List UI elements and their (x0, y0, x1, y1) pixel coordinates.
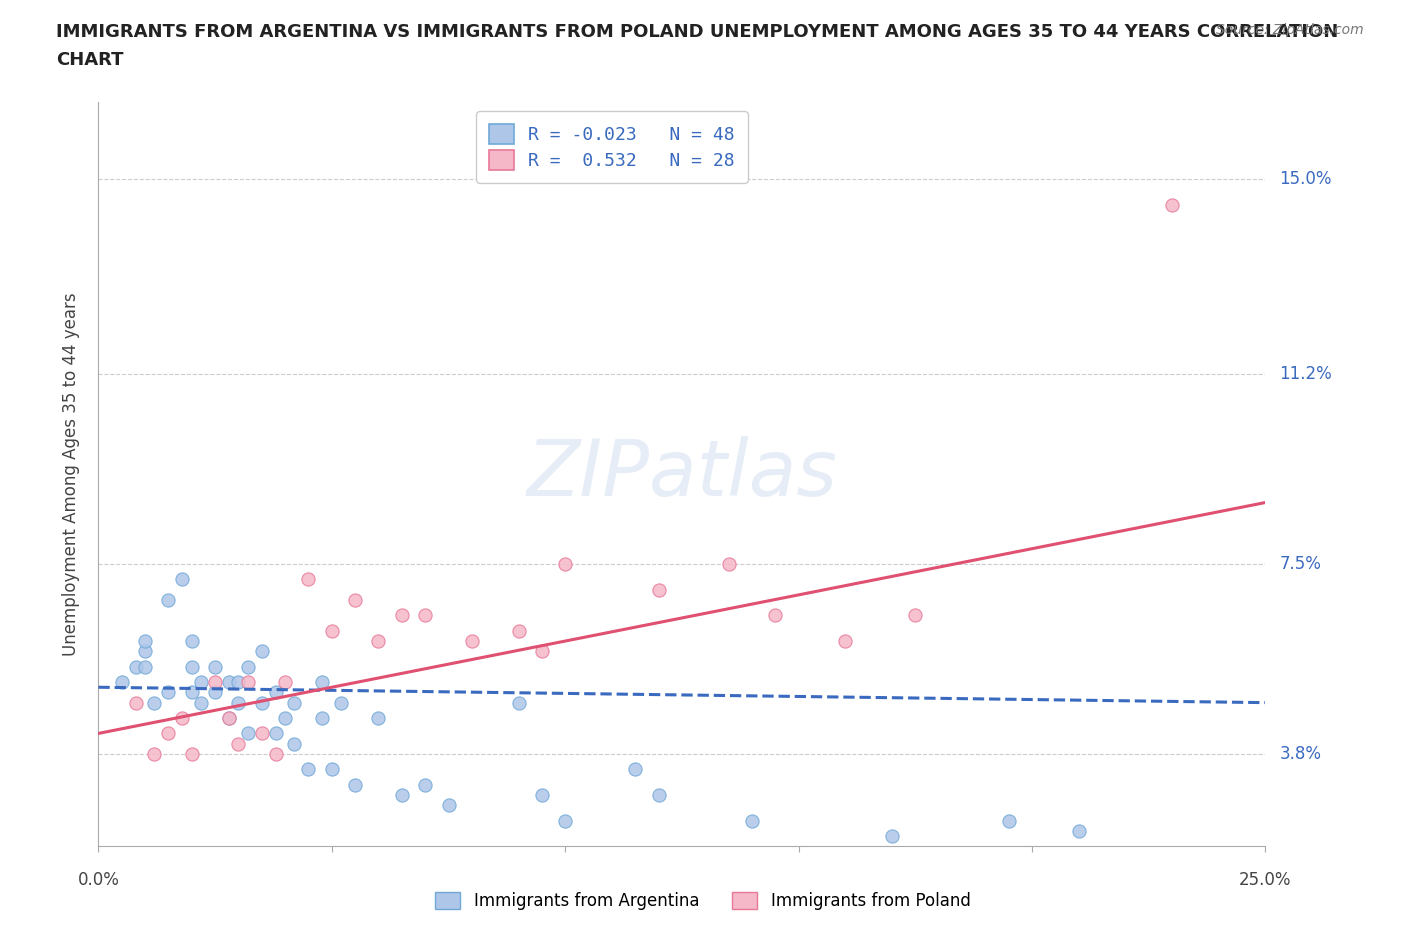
Point (554, 813, 576, 828)
Point (180, 633, 202, 648)
Point (344, 592, 367, 607)
Point (283, 696, 305, 711)
Point (413, 777, 436, 792)
Point (264, 684, 287, 699)
Point (250, 644, 273, 658)
Point (880, 829, 903, 844)
Point (391, 608, 413, 623)
Point (236, 726, 259, 741)
Text: ZIPatlas: ZIPatlas (526, 436, 838, 512)
Text: 0.0%: 0.0% (77, 871, 120, 889)
Point (554, 557, 576, 572)
Text: 3.8%: 3.8% (1279, 745, 1322, 763)
Point (204, 659, 226, 674)
Point (321, 623, 343, 638)
Text: CHART: CHART (56, 51, 124, 69)
Point (190, 674, 212, 689)
Point (297, 762, 319, 777)
Point (904, 608, 927, 623)
Point (834, 633, 856, 648)
Point (180, 747, 202, 762)
Point (1067, 823, 1090, 838)
Point (367, 711, 389, 725)
Point (125, 696, 148, 711)
Point (391, 788, 413, 803)
Point (125, 659, 148, 674)
Point (997, 813, 1019, 828)
Point (250, 726, 273, 741)
Point (134, 659, 156, 674)
Point (741, 813, 763, 828)
Point (437, 798, 460, 813)
Point (508, 696, 530, 711)
Point (218, 711, 240, 725)
Point (236, 659, 259, 674)
Point (413, 608, 436, 623)
Point (172, 572, 194, 587)
Legend: Immigrants from Argentina, Immigrants from Poland: Immigrants from Argentina, Immigrants fr… (429, 885, 977, 917)
Text: IMMIGRANTS FROM ARGENTINA VS IMMIGRANTS FROM POLAND UNEMPLOYMENT AMONG AGES 35 T: IMMIGRANTS FROM ARGENTINA VS IMMIGRANTS … (56, 23, 1339, 41)
Point (134, 633, 156, 648)
Point (1161, 197, 1184, 212)
Point (283, 737, 305, 751)
Point (624, 762, 647, 777)
Point (111, 674, 134, 689)
Point (236, 674, 259, 689)
Point (218, 711, 240, 725)
Text: 15.0%: 15.0% (1279, 170, 1331, 188)
Point (190, 696, 212, 711)
Point (143, 696, 166, 711)
Point (367, 633, 389, 648)
Point (530, 788, 553, 803)
Text: Source: ZipAtlas.com: Source: ZipAtlas.com (1216, 23, 1364, 37)
Point (218, 674, 240, 689)
Point (647, 582, 669, 597)
Text: 11.2%: 11.2% (1279, 365, 1331, 383)
Point (264, 726, 287, 741)
Point (311, 711, 333, 725)
Point (204, 684, 226, 699)
Point (311, 674, 333, 689)
Point (204, 674, 226, 689)
Point (157, 592, 180, 607)
Text: 25.0%: 25.0% (1239, 871, 1292, 889)
Point (157, 684, 180, 699)
Point (250, 696, 273, 711)
Point (172, 711, 194, 725)
Text: 7.5%: 7.5% (1279, 555, 1322, 573)
Point (228, 737, 250, 751)
Point (228, 696, 250, 711)
Point (134, 644, 156, 658)
Point (461, 633, 484, 648)
Point (228, 674, 250, 689)
Point (274, 711, 297, 725)
Point (180, 659, 202, 674)
Point (157, 726, 180, 741)
Point (274, 674, 297, 689)
Point (647, 788, 669, 803)
Legend: R = -0.023   N = 48, R =  0.532   N = 28: R = -0.023 N = 48, R = 0.532 N = 28 (477, 112, 748, 182)
Point (508, 623, 530, 638)
Point (344, 777, 367, 792)
Point (717, 557, 740, 572)
Point (330, 696, 353, 711)
Point (321, 762, 343, 777)
Point (264, 747, 287, 762)
Point (763, 608, 786, 623)
Y-axis label: Unemployment Among Ages 35 to 44 years: Unemployment Among Ages 35 to 44 years (62, 293, 80, 656)
Point (143, 747, 166, 762)
Point (180, 684, 202, 699)
Point (297, 572, 319, 587)
Point (530, 644, 553, 658)
